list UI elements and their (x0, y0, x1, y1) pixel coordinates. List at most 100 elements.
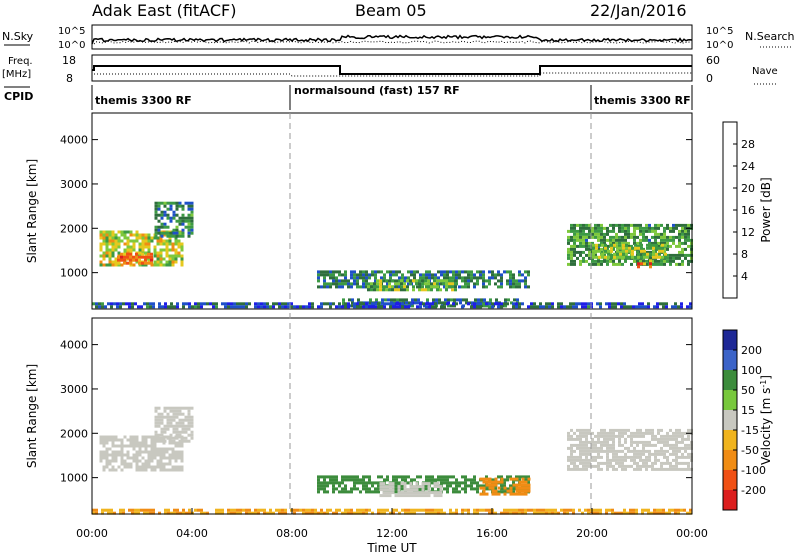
scatter-cell (436, 494, 440, 498)
scatter-cell (172, 231, 176, 235)
scatter-cell (434, 508, 437, 512)
scatter-cell (353, 273, 356, 277)
scatter-cell (473, 302, 476, 306)
scatter-cell (236, 302, 239, 306)
scatter-cell (584, 305, 587, 309)
scatter-cell (382, 482, 386, 486)
scatter-cell (657, 428, 660, 432)
scatter-cell (684, 238, 687, 242)
scatter-cell (131, 508, 134, 512)
scatter-cell (681, 232, 684, 236)
scatter-cell (171, 453, 175, 457)
scatter-cell (178, 219, 182, 223)
scatter-cell (114, 435, 118, 439)
scatter-cell (150, 255, 153, 259)
scatter-cell (188, 511, 191, 515)
scatter-cell (605, 511, 608, 515)
scatter-cell (347, 279, 350, 283)
scatter-cell (687, 446, 690, 450)
scatter-cell (627, 241, 630, 245)
scatter-cell (684, 449, 687, 453)
scatter-cell (606, 440, 609, 444)
scatter-cell (154, 439, 158, 443)
scatter-cell (530, 508, 533, 512)
scatter-cell (672, 256, 675, 260)
scatter-cell (669, 428, 672, 432)
scatter-cell (329, 273, 332, 277)
scatter-cell (601, 255, 604, 259)
scatter-cell (627, 449, 630, 453)
y-tick-label: 2000 (60, 222, 88, 235)
scatter-cell (418, 282, 421, 286)
scatter-cell (651, 226, 654, 230)
scatter-cell (684, 241, 687, 245)
scatter-cell (190, 231, 194, 235)
scatter-cell (395, 487, 398, 491)
scatter-cell (365, 270, 368, 274)
scatter-cell (536, 305, 539, 309)
scatter-cell (320, 511, 323, 515)
colorbar-tick-label: -15 (741, 424, 759, 437)
scatter-cell (126, 456, 130, 460)
scatter-cell (473, 305, 476, 309)
scatter-cell (353, 511, 356, 515)
scatter-cell (663, 449, 666, 453)
scatter-cell (666, 461, 669, 465)
scatter-cell (592, 252, 595, 256)
scatter-cell (120, 438, 124, 442)
scatter-cell (385, 491, 389, 495)
scatter-cell (636, 443, 639, 447)
scatter-cell (190, 225, 194, 229)
scatter-cell (666, 253, 669, 257)
scatter-cell (573, 235, 576, 239)
scatter-cell (672, 458, 675, 462)
scatter-cell (428, 302, 431, 306)
scatter-cell (190, 436, 194, 440)
scatter-cell (474, 298, 477, 302)
scatter-cell (146, 508, 149, 512)
scatter-cell (542, 511, 545, 515)
scatter-cell (108, 263, 112, 267)
scatter-cell (413, 511, 416, 515)
scatter-cell (308, 511, 311, 515)
scatter-cell (182, 508, 185, 512)
scatter-cell (634, 246, 637, 250)
scatter-cell (570, 256, 573, 260)
scatter-cell (105, 248, 109, 252)
scatter-cell (566, 305, 569, 309)
scatter-cell (639, 467, 642, 471)
scatter-cell (338, 481, 341, 485)
scatter-cell (567, 262, 570, 266)
scatter-cell (630, 437, 633, 441)
scatter-cell (99, 453, 103, 457)
scatter-cell (588, 244, 591, 248)
scatter-cell (150, 258, 153, 262)
scatter-cell (209, 302, 212, 306)
scatter-cell (476, 302, 479, 306)
scatter-cell (108, 447, 112, 451)
scatter-cell (582, 235, 585, 239)
scatter-cell (178, 204, 182, 208)
scatter-cell (419, 302, 422, 306)
scatter-cell (441, 301, 444, 305)
scatter-cell (153, 236, 157, 240)
scatter-cell (215, 305, 218, 309)
scatter-cell (422, 273, 425, 277)
scatter-cell (347, 478, 350, 482)
scatter-cell (666, 440, 669, 444)
scatter-cell (651, 431, 654, 435)
scatter-cell (169, 201, 173, 205)
scatter-cell (594, 449, 597, 453)
scatter-cell (582, 428, 585, 432)
scatter-cell (452, 270, 455, 274)
scatter-cell (150, 239, 154, 243)
scatter-cell (646, 255, 649, 259)
scatter-cell (594, 434, 597, 438)
scatter-cell (594, 458, 597, 462)
scatter-cell (175, 415, 179, 419)
scatter-cell (176, 508, 179, 512)
scatter-cell (437, 478, 440, 482)
scatter-cell (606, 464, 609, 468)
scatter-cell (652, 255, 655, 259)
scatter-cell (178, 412, 182, 416)
